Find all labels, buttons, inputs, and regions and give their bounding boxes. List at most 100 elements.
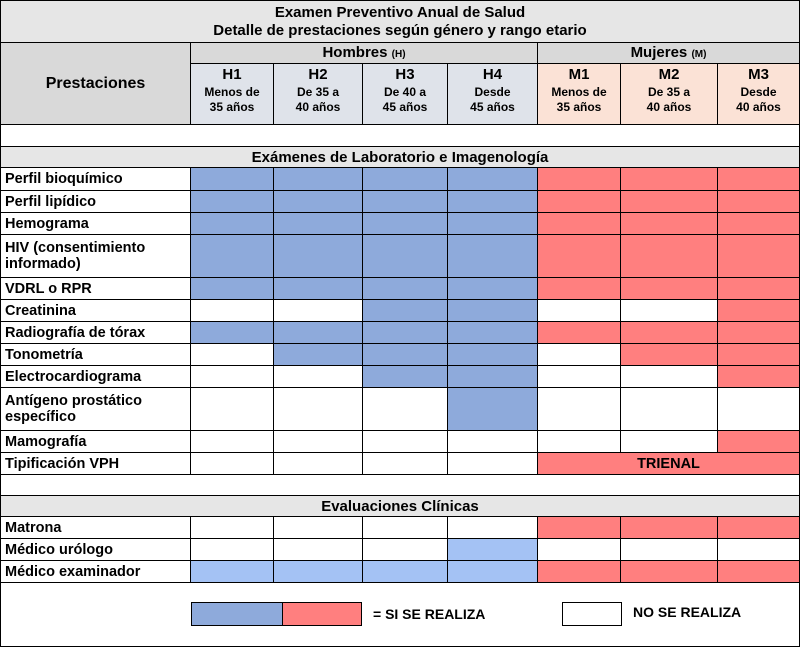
legend-women-swatch: [282, 602, 362, 626]
women-group-header: Mujeres (M): [538, 43, 799, 64]
table-cell: [274, 517, 363, 539]
table-cell: [718, 366, 799, 388]
column-age-line1: Desde: [740, 85, 777, 99]
column-age-line1: Desde: [474, 85, 511, 99]
table-cell: [448, 191, 538, 213]
table-cell: [274, 431, 363, 453]
legend-yes-label: = SI SE REALIZA: [373, 606, 486, 622]
trienal-label: TRIENAL: [637, 455, 700, 472]
table-cell: [274, 388, 363, 431]
row-label: Hemograma: [1, 213, 191, 235]
table-cell: [363, 235, 448, 278]
table-cell: [621, 168, 718, 191]
men-group-header: Hombres (H): [191, 43, 538, 64]
column-age-line2: 45 años: [470, 100, 515, 114]
row-label: Creatinina: [1, 300, 191, 322]
table-cell: [274, 235, 363, 278]
spacer-row: [1, 125, 799, 146]
table-cell: [274, 561, 363, 583]
table-cell: [274, 366, 363, 388]
table-cell: [621, 431, 718, 453]
row-label: Perfil bioquímico: [1, 168, 191, 191]
column-code: M3: [748, 66, 769, 83]
table-cell: [538, 388, 621, 431]
column-age-line1: De 40 a: [383, 85, 427, 99]
row-label-text: Mamografía: [5, 433, 87, 450]
table-cell: [191, 344, 274, 366]
column-age-line2: 45 años: [382, 100, 428, 114]
table-cell: [274, 213, 363, 235]
table-cell: [448, 431, 538, 453]
table-cell: [718, 517, 799, 539]
table-cell: [363, 539, 448, 561]
row-label: VDRL o RPR: [1, 278, 191, 300]
column-code: M2: [658, 66, 680, 83]
women-group-tag: (M): [691, 49, 707, 60]
row-label-text: Electrocardiograma: [5, 368, 142, 385]
column-age-line1: De 35 a: [647, 85, 691, 99]
legend-no-swatch: [562, 602, 622, 626]
table-cell: [274, 191, 363, 213]
lab-section-header: Exámenes de Laboratorio e Imagenología: [1, 146, 799, 168]
table-cell: [448, 213, 538, 235]
table-cell: [718, 561, 799, 583]
column-age-line1: De 35 a: [296, 85, 340, 99]
table-cell: [448, 517, 538, 539]
table-cell: [718, 388, 799, 431]
row-label-text: Creatinina: [5, 302, 76, 319]
table-cell: [538, 366, 621, 388]
table-cell: [538, 300, 621, 322]
table-cell: [538, 278, 621, 300]
table-cell: [363, 517, 448, 539]
column-age-line1: Menos de: [551, 85, 607, 99]
row-label-text: Perfil bioquímico: [5, 171, 123, 187]
table-cell: [274, 168, 363, 191]
row-label: Perfil lipídico: [1, 191, 191, 213]
table-cell: [448, 366, 538, 388]
table-cell: [191, 453, 274, 475]
row-label-text: Tipificación VPH: [5, 455, 120, 472]
row-label-text: Médico examinador: [5, 563, 141, 580]
row-label-text: HIV (consentimiento informado): [5, 240, 146, 272]
table-cell: [363, 322, 448, 344]
column-header-h3: H3 De 40 a 45 años: [363, 64, 448, 125]
spacer-row-2: [1, 475, 799, 495]
column-age-line2: 35 años: [209, 100, 255, 114]
table-cell: [448, 300, 538, 322]
table-cell: [448, 453, 538, 475]
table-cell: [448, 539, 538, 561]
title-block: Examen Preventivo Anual de Salud Detalle…: [1, 1, 799, 43]
table-cell: [363, 213, 448, 235]
table-cell: [538, 235, 621, 278]
table-cell: [191, 431, 274, 453]
table-cell: [718, 191, 799, 213]
row-label-text: Antígeno prostático específico: [5, 393, 142, 425]
clinical-section-header: Evaluaciones Clínicas: [1, 495, 799, 517]
table-cell: [621, 344, 718, 366]
column-header-m2: M2 De 35 a 40 años: [621, 64, 718, 125]
row-label-text: Médico urólogo: [5, 541, 113, 558]
table-cell: [363, 561, 448, 583]
page-subtitle: Detalle de prestaciones según género y r…: [213, 22, 587, 39]
table-cell: [363, 388, 448, 431]
table-cell: [363, 453, 448, 475]
table-cell: [621, 213, 718, 235]
row-label-text: VDRL o RPR: [5, 280, 92, 297]
table-cell: [274, 278, 363, 300]
table-cell: [274, 300, 363, 322]
column-code: H4: [482, 66, 503, 83]
table-cell: [621, 366, 718, 388]
table-cell: [538, 322, 621, 344]
table-cell: [538, 168, 621, 191]
table-cell: [363, 278, 448, 300]
table-cell: [448, 168, 538, 191]
table-cell: [718, 322, 799, 344]
row-label: HIV (consentimiento informado): [1, 235, 191, 278]
table-cell: [538, 344, 621, 366]
table-cell: [538, 561, 621, 583]
table-cell: [621, 300, 718, 322]
row-label-text: Radiografía de tórax: [5, 324, 146, 341]
column-header-m1: M1 Menos de 35 años: [538, 64, 621, 125]
table-cell: [718, 344, 799, 366]
column-header-m3: M3 Desde 40 años: [718, 64, 799, 125]
